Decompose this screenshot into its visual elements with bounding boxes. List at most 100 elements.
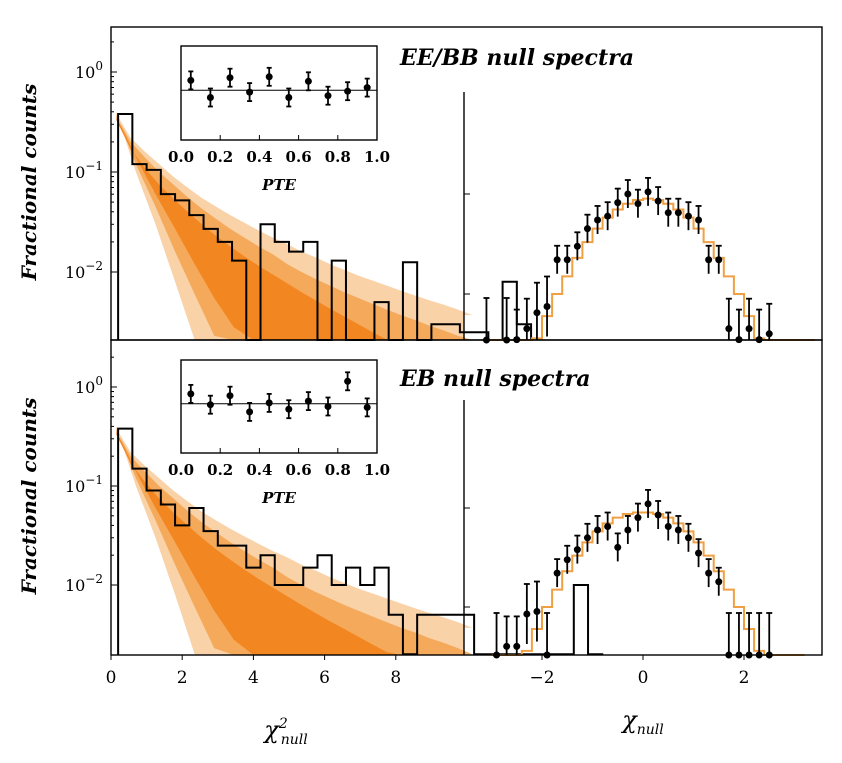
panel-frame	[110, 339, 823, 656]
data-point	[594, 216, 602, 224]
ylabel-top: Fractional counts	[17, 84, 41, 282]
data-point	[614, 199, 622, 207]
data-point	[654, 197, 662, 205]
ylabel-bottom: Fractional counts	[17, 398, 41, 596]
data-point	[604, 523, 612, 531]
data-point	[533, 608, 541, 616]
data-point	[573, 242, 581, 250]
data-point	[563, 256, 571, 264]
data-point	[765, 330, 773, 338]
inset-point	[206, 401, 214, 409]
inset-point	[304, 77, 312, 85]
data-point	[695, 549, 703, 557]
data-point	[674, 526, 682, 534]
data-point	[594, 526, 602, 534]
inset-point	[246, 88, 254, 96]
data-point	[513, 642, 521, 650]
data-point	[705, 569, 713, 577]
data-point	[503, 642, 511, 650]
data-point	[725, 325, 733, 333]
inset-x-tick-label: 0.0	[168, 148, 194, 166]
panel-top: 100 10−1 10−2 0.0 0.2 0.4 0.6 0.8 1.0 PTE	[65, 26, 823, 344]
model-step-line	[481, 197, 815, 341]
inset-x-tick-label: 1.0	[364, 461, 390, 479]
inset-xlabel: PTE	[261, 176, 296, 194]
inset-x-tick-label: 0.2	[207, 461, 233, 479]
inset-point	[265, 399, 273, 407]
data-point	[664, 209, 672, 217]
inset-point	[187, 76, 195, 84]
inset-x-tick-label: 0.4	[246, 148, 272, 166]
inset-xlabel: PTE	[261, 489, 296, 507]
inset-point	[226, 74, 234, 82]
inset-x-tick-label: 0.6	[286, 461, 312, 479]
inset-x-tick-label: 0.2	[207, 148, 233, 166]
y-tick-label: 10−1	[65, 473, 103, 496]
x-tick-label-left: 6	[319, 668, 330, 688]
inset-point	[187, 390, 195, 398]
data-point	[715, 256, 723, 264]
band-mid	[116, 114, 473, 340]
inset-x-tick-label: 0.8	[325, 461, 351, 479]
data-point	[523, 610, 531, 618]
inset-point	[344, 87, 352, 95]
data-point	[553, 256, 561, 264]
x-tick-label-left: 0	[106, 668, 117, 688]
inset-point	[206, 94, 214, 101]
data-point	[533, 309, 541, 317]
inset-x-tick-label: 0.8	[325, 148, 351, 166]
title-top: EE/BB null spectra	[399, 45, 634, 71]
inset-point	[265, 73, 273, 81]
data-point	[573, 546, 581, 554]
data-point	[563, 556, 571, 564]
inset-point	[226, 392, 234, 400]
y-tick-label: 100	[75, 59, 103, 82]
inset-point	[363, 403, 371, 411]
inset-point	[246, 408, 254, 416]
inset-x-tick-label: 0.0	[168, 461, 194, 479]
model-step-line	[491, 511, 805, 656]
inset-point	[285, 94, 293, 101]
data-point	[745, 325, 753, 333]
y-tick-label: 100	[75, 374, 103, 397]
xlabel-right: χnull	[620, 706, 664, 738]
y-tick-label: 10−1	[65, 159, 103, 182]
data-point	[664, 523, 672, 531]
band-inner	[116, 116, 473, 340]
inset-point	[324, 403, 332, 410]
inset-point	[324, 92, 332, 100]
inset-frame	[180, 359, 378, 454]
inset-x-tick-label: 1.0	[364, 148, 390, 166]
data-point	[695, 216, 703, 224]
data-point	[634, 514, 642, 522]
chi2-histogram	[117, 113, 533, 341]
x-tick-label-right: 2	[739, 668, 750, 688]
inset-frame	[180, 45, 378, 141]
data-point	[614, 543, 622, 551]
panel-bottom: 100 10−1 10−2 0.0 0.2 0.4 0.6 0.8 1.0 PTE	[65, 339, 823, 659]
x-tick-label-left: 4	[248, 668, 259, 688]
data-point	[705, 256, 713, 264]
inset-point	[363, 84, 371, 92]
inset-point	[304, 397, 312, 405]
title-bottom: EB null spectra	[399, 366, 591, 392]
band-mid	[116, 428, 473, 655]
xlabel-left: χ2 null	[262, 716, 307, 748]
x-tick-label-right: 0	[638, 668, 649, 688]
data-point	[644, 188, 652, 196]
inset-point	[344, 377, 352, 385]
y-tick-label: 10−2	[65, 259, 103, 282]
data-point	[634, 200, 642, 208]
x-tick-label-left: 2	[177, 668, 188, 688]
data-point	[715, 578, 723, 586]
data-point	[583, 534, 591, 542]
inset-point	[285, 405, 293, 413]
data-point	[654, 511, 662, 519]
data-point	[644, 500, 652, 508]
x-tick-label-right: −2	[529, 668, 554, 688]
data-point	[684, 212, 692, 220]
data-point	[523, 325, 531, 333]
data-point	[543, 302, 551, 310]
data-point	[624, 526, 632, 534]
